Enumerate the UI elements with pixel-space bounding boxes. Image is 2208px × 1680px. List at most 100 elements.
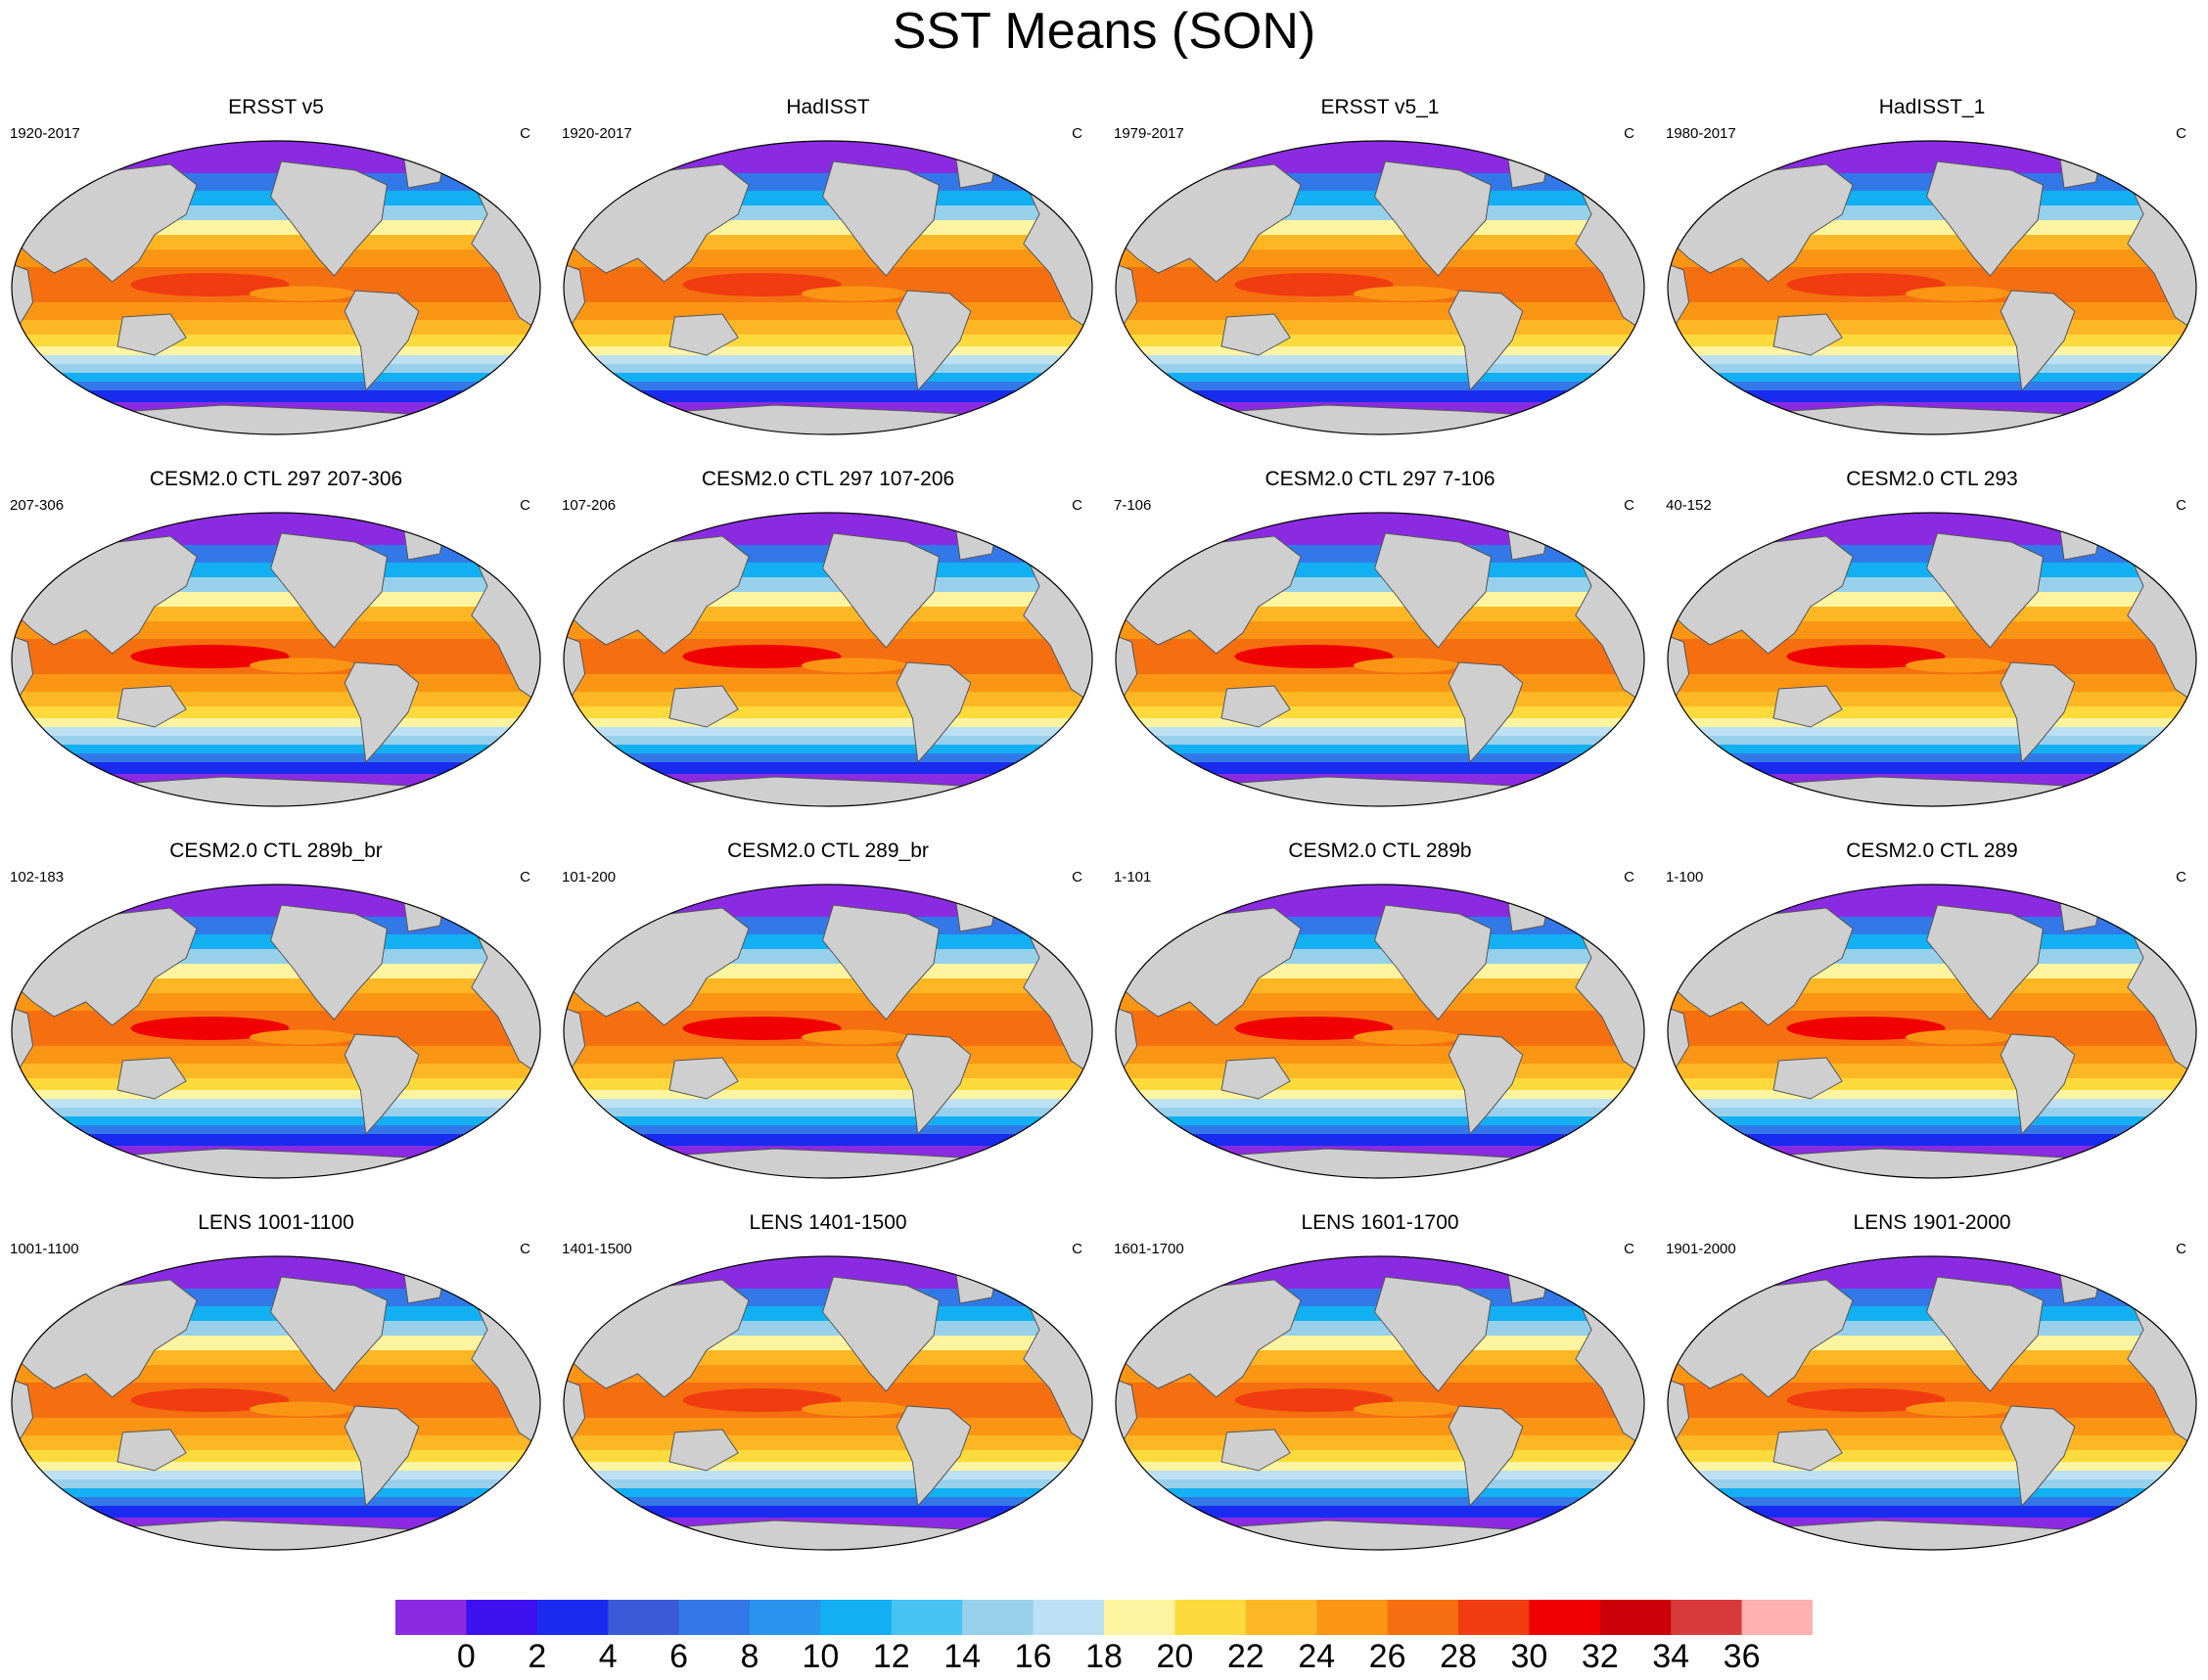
land-mass	[344, 1033, 420, 1136]
land-mass	[668, 1057, 739, 1100]
land-mass	[2000, 290, 2076, 392]
sst-band	[1668, 727, 2196, 736]
sst-band	[1668, 1462, 2196, 1471]
panel-period: 207-306	[10, 497, 65, 514]
land-mass	[1926, 1276, 2044, 1392]
land-mass	[668, 685, 739, 728]
sst-band	[564, 390, 1092, 402]
sst-band	[12, 753, 540, 762]
map-outline	[1115, 1255, 1645, 1551]
land-mass	[116, 1057, 187, 1100]
sst-band	[1668, 1116, 2196, 1125]
cold-tongue	[250, 286, 355, 301]
panel-unit: C	[2176, 125, 2186, 142]
sst-band	[1116, 141, 1644, 173]
panel-title: CESM2.0 CTL 289b	[1288, 840, 1472, 862]
land-mass	[954, 521, 998, 561]
sst-band	[1116, 355, 1644, 364]
sst-band	[12, 993, 540, 1011]
land-mass	[12, 1007, 34, 1074]
panel-period: 102-183	[10, 869, 65, 885]
land-mass	[2058, 149, 2102, 189]
sst-band	[1668, 320, 2196, 335]
warm-pool	[1786, 1017, 1946, 1040]
land-mass	[1926, 160, 2044, 277]
cold-tongue	[802, 1401, 907, 1417]
sst-map	[1667, 512, 2197, 807]
map-outline	[1667, 884, 2197, 1179]
sst-band	[1116, 346, 1644, 355]
panel-period: 7-106	[1114, 497, 1152, 514]
land-mass	[1220, 313, 1291, 356]
land-mass	[954, 1264, 998, 1304]
sst-band	[12, 1365, 540, 1383]
warm-pool	[1234, 645, 1394, 668]
land-mass	[116, 313, 187, 356]
warm-pool	[1234, 1388, 1394, 1412]
sst-band	[12, 302, 540, 320]
sst-band	[12, 745, 540, 753]
sst-band	[1668, 736, 2196, 745]
sst-band	[1116, 753, 1644, 762]
land-mass	[1506, 149, 1550, 189]
sst-band	[564, 1116, 1092, 1125]
panel-period: 1601-1700	[1114, 1241, 1184, 1257]
sst-band	[1116, 1506, 1644, 1518]
land-mass	[564, 1007, 586, 1074]
sst-band	[1668, 141, 2196, 173]
sst-band	[12, 1497, 540, 1506]
land-mass	[1220, 1057, 1291, 1100]
sst-band	[1668, 1471, 2196, 1479]
cold-tongue	[1906, 286, 2011, 301]
colorbar-swatch	[1671, 1600, 1743, 1635]
sst-band	[564, 1256, 1092, 1289]
panel-unit: C	[1072, 869, 1082, 885]
sst-band	[1116, 390, 1644, 402]
land-mass	[954, 149, 998, 189]
panel-period: 1980-2017	[1666, 125, 1736, 142]
map-panel: ERSST v5_1 1979-2017 C	[1104, 96, 1656, 468]
sst-band	[1116, 1365, 1644, 1383]
sst-band	[1668, 1099, 2196, 1108]
sst-band	[564, 1479, 1092, 1488]
sst-band	[12, 141, 540, 173]
sst-band	[564, 1506, 1092, 1518]
sst-band	[1116, 1435, 1644, 1450]
sst-band	[1668, 674, 2196, 692]
land-mass	[564, 263, 586, 331]
panel-period: 1-101	[1114, 869, 1152, 885]
map-panel: CESM2.0 CTL 297 207-306 207-306 C	[0, 468, 552, 840]
sst-band	[12, 692, 540, 706]
land-mass	[1220, 1429, 1291, 1472]
panel-title: LENS 1901-2000	[1853, 1211, 2011, 1234]
panel-unit: C	[2176, 497, 2186, 514]
sst-band	[1668, 692, 2196, 706]
warm-pool	[1786, 273, 1946, 296]
warm-pool	[682, 273, 842, 296]
sst-band	[564, 745, 1092, 753]
sst-band	[564, 993, 1092, 1011]
colorbar	[395, 1600, 1813, 1635]
sst-band	[12, 1462, 540, 1471]
panel-period: 1-100	[1666, 869, 1704, 885]
map-outline	[563, 512, 1093, 807]
land-mass	[1374, 160, 1492, 277]
colorbar-tick-label: 6	[669, 1638, 689, 1675]
sst-band	[1116, 513, 1644, 545]
panel-title: CESM2.0 CTL 297 207-306	[149, 468, 403, 490]
sst-band	[1668, 1125, 2196, 1134]
colorbar-tick-label: 32	[1581, 1638, 1619, 1675]
sst-band	[1668, 706, 2196, 718]
colorbar-swatch	[1316, 1600, 1389, 1635]
sst-map	[11, 140, 541, 435]
land-mass	[1116, 635, 1138, 703]
land-mass	[896, 290, 972, 392]
sst-band	[564, 727, 1092, 736]
sst-map	[1115, 512, 1645, 807]
sst-band	[12, 1134, 540, 1146]
map-panel: CESM2.0 CTL 289b_br 102-183 C	[0, 840, 552, 1211]
land-mass	[896, 1033, 972, 1136]
panel-title: LENS 1401-1500	[749, 1211, 907, 1234]
land-mass	[402, 892, 446, 932]
panel-period: 1920-2017	[562, 125, 632, 142]
